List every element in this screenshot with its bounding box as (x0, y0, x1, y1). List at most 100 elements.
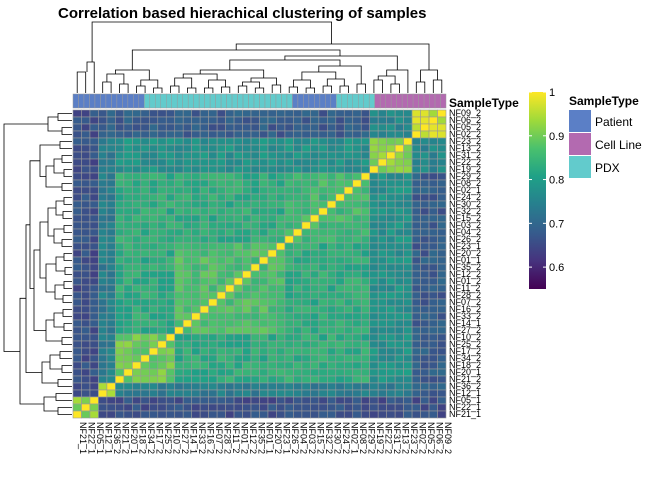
heatmap-cell (284, 263, 294, 272)
heatmap-cell (360, 340, 371, 349)
column-label: NF11_2 (231, 422, 241, 453)
heatmap-cell (157, 396, 167, 405)
heatmap-cell (284, 235, 294, 244)
heatmap-cell (199, 256, 209, 265)
heatmap-cell (208, 158, 218, 167)
heatmap-cell (369, 200, 379, 209)
heatmap-cell (81, 116, 91, 125)
heatmap-cell (335, 242, 345, 251)
heatmap-cell (140, 340, 150, 349)
column-label: NF07_2 (214, 422, 224, 454)
heatmap-cell (106, 368, 116, 377)
heatmap-cell (284, 130, 294, 139)
heatmap-cell (377, 249, 387, 258)
heatmap-cell (259, 186, 269, 195)
heatmap-cell (411, 361, 421, 370)
heatmap-cell (360, 270, 371, 279)
heatmap-cell (89, 270, 99, 279)
heatmap-cell (157, 109, 167, 118)
heatmap-cell (72, 172, 82, 181)
heatmap-cell (132, 389, 142, 398)
heatmap-cell (123, 396, 133, 405)
heatmap-cell (437, 340, 447, 349)
heatmap-cell (242, 179, 252, 188)
heatmap-cell (284, 242, 294, 251)
heatmap-cell (327, 396, 337, 405)
heatmap-cell (123, 403, 133, 412)
heatmap-cell (411, 354, 421, 363)
heatmap-cell (191, 221, 201, 230)
heatmap-cell (394, 221, 404, 230)
heatmap-cell (276, 151, 286, 160)
heatmap-cell (115, 298, 125, 307)
annotation-cell (412, 93, 419, 109)
heatmap-cell (259, 326, 269, 335)
heatmap-cell (157, 242, 167, 251)
heatmap-cell (420, 249, 430, 258)
heatmap-cell (318, 165, 328, 174)
heatmap-cell (106, 382, 116, 391)
heatmap-cell (182, 396, 192, 405)
heatmap-cell (377, 270, 387, 279)
heatmap-cell (411, 179, 421, 188)
heatmap-cell (174, 284, 184, 293)
heatmap-cell (233, 305, 243, 314)
heatmap-cell (377, 347, 387, 356)
heatmap-cell (327, 298, 337, 307)
heatmap-cell (72, 263, 82, 272)
heatmap-cell (335, 179, 345, 188)
heatmap-cell (72, 179, 82, 188)
column-label: NF24_2 (341, 422, 351, 454)
heatmap-cell (437, 389, 447, 398)
heatmap-cell (420, 109, 430, 118)
dendrogram-link (39, 144, 60, 177)
heatmap-cell (81, 396, 91, 405)
heatmap-cell (386, 305, 396, 314)
dendrogram-link (187, 87, 197, 93)
heatmap-cell (369, 340, 379, 349)
colorbar-gradient (529, 92, 546, 289)
heatmap-cell (242, 305, 252, 314)
row-label: NF30_2 (449, 199, 481, 209)
heatmap-cell (276, 277, 286, 286)
heatmap-cell (233, 193, 243, 202)
heatmap-cell (250, 326, 260, 335)
heatmap-cell (310, 382, 320, 391)
heatmap-cell (149, 396, 159, 405)
heatmap-cell (250, 270, 260, 279)
heatmap-cell (140, 298, 150, 307)
heatmap-cell (428, 291, 438, 300)
heatmap-cell (360, 403, 371, 412)
heatmap-cell (174, 123, 184, 132)
heatmap-cell (123, 235, 133, 244)
heatmap-cell (335, 382, 345, 391)
heatmap-cell (199, 375, 209, 384)
heatmap-cell (182, 165, 192, 174)
heatmap-cell (132, 396, 142, 405)
heatmap-cell (394, 389, 404, 398)
annotation-cell (187, 93, 194, 109)
heatmap-cell (386, 368, 396, 377)
heatmap-cell (386, 193, 396, 202)
annotation-cell (176, 93, 183, 109)
heatmap-cell (132, 319, 142, 328)
heatmap-cell (310, 214, 320, 223)
annotation-cell (292, 93, 299, 109)
heatmap-cell (149, 319, 159, 328)
heatmap-cell (267, 116, 277, 125)
heatmap-cell (420, 158, 430, 167)
heatmap-cell (199, 116, 209, 125)
heatmap-cell (386, 158, 396, 167)
row-label: NF21_1 (449, 409, 481, 419)
heatmap-cell (327, 256, 337, 265)
heatmap-cell (98, 319, 108, 328)
heatmap-cell (437, 172, 447, 181)
heatmap-cell (174, 158, 184, 167)
heatmap-cell (360, 116, 371, 125)
heatmap-cell (174, 326, 184, 335)
heatmap-cell (318, 270, 328, 279)
heatmap-cell (140, 228, 150, 237)
dendrogram-link (59, 351, 72, 359)
heatmap-cell (377, 116, 387, 125)
heatmap-cell (327, 172, 337, 181)
